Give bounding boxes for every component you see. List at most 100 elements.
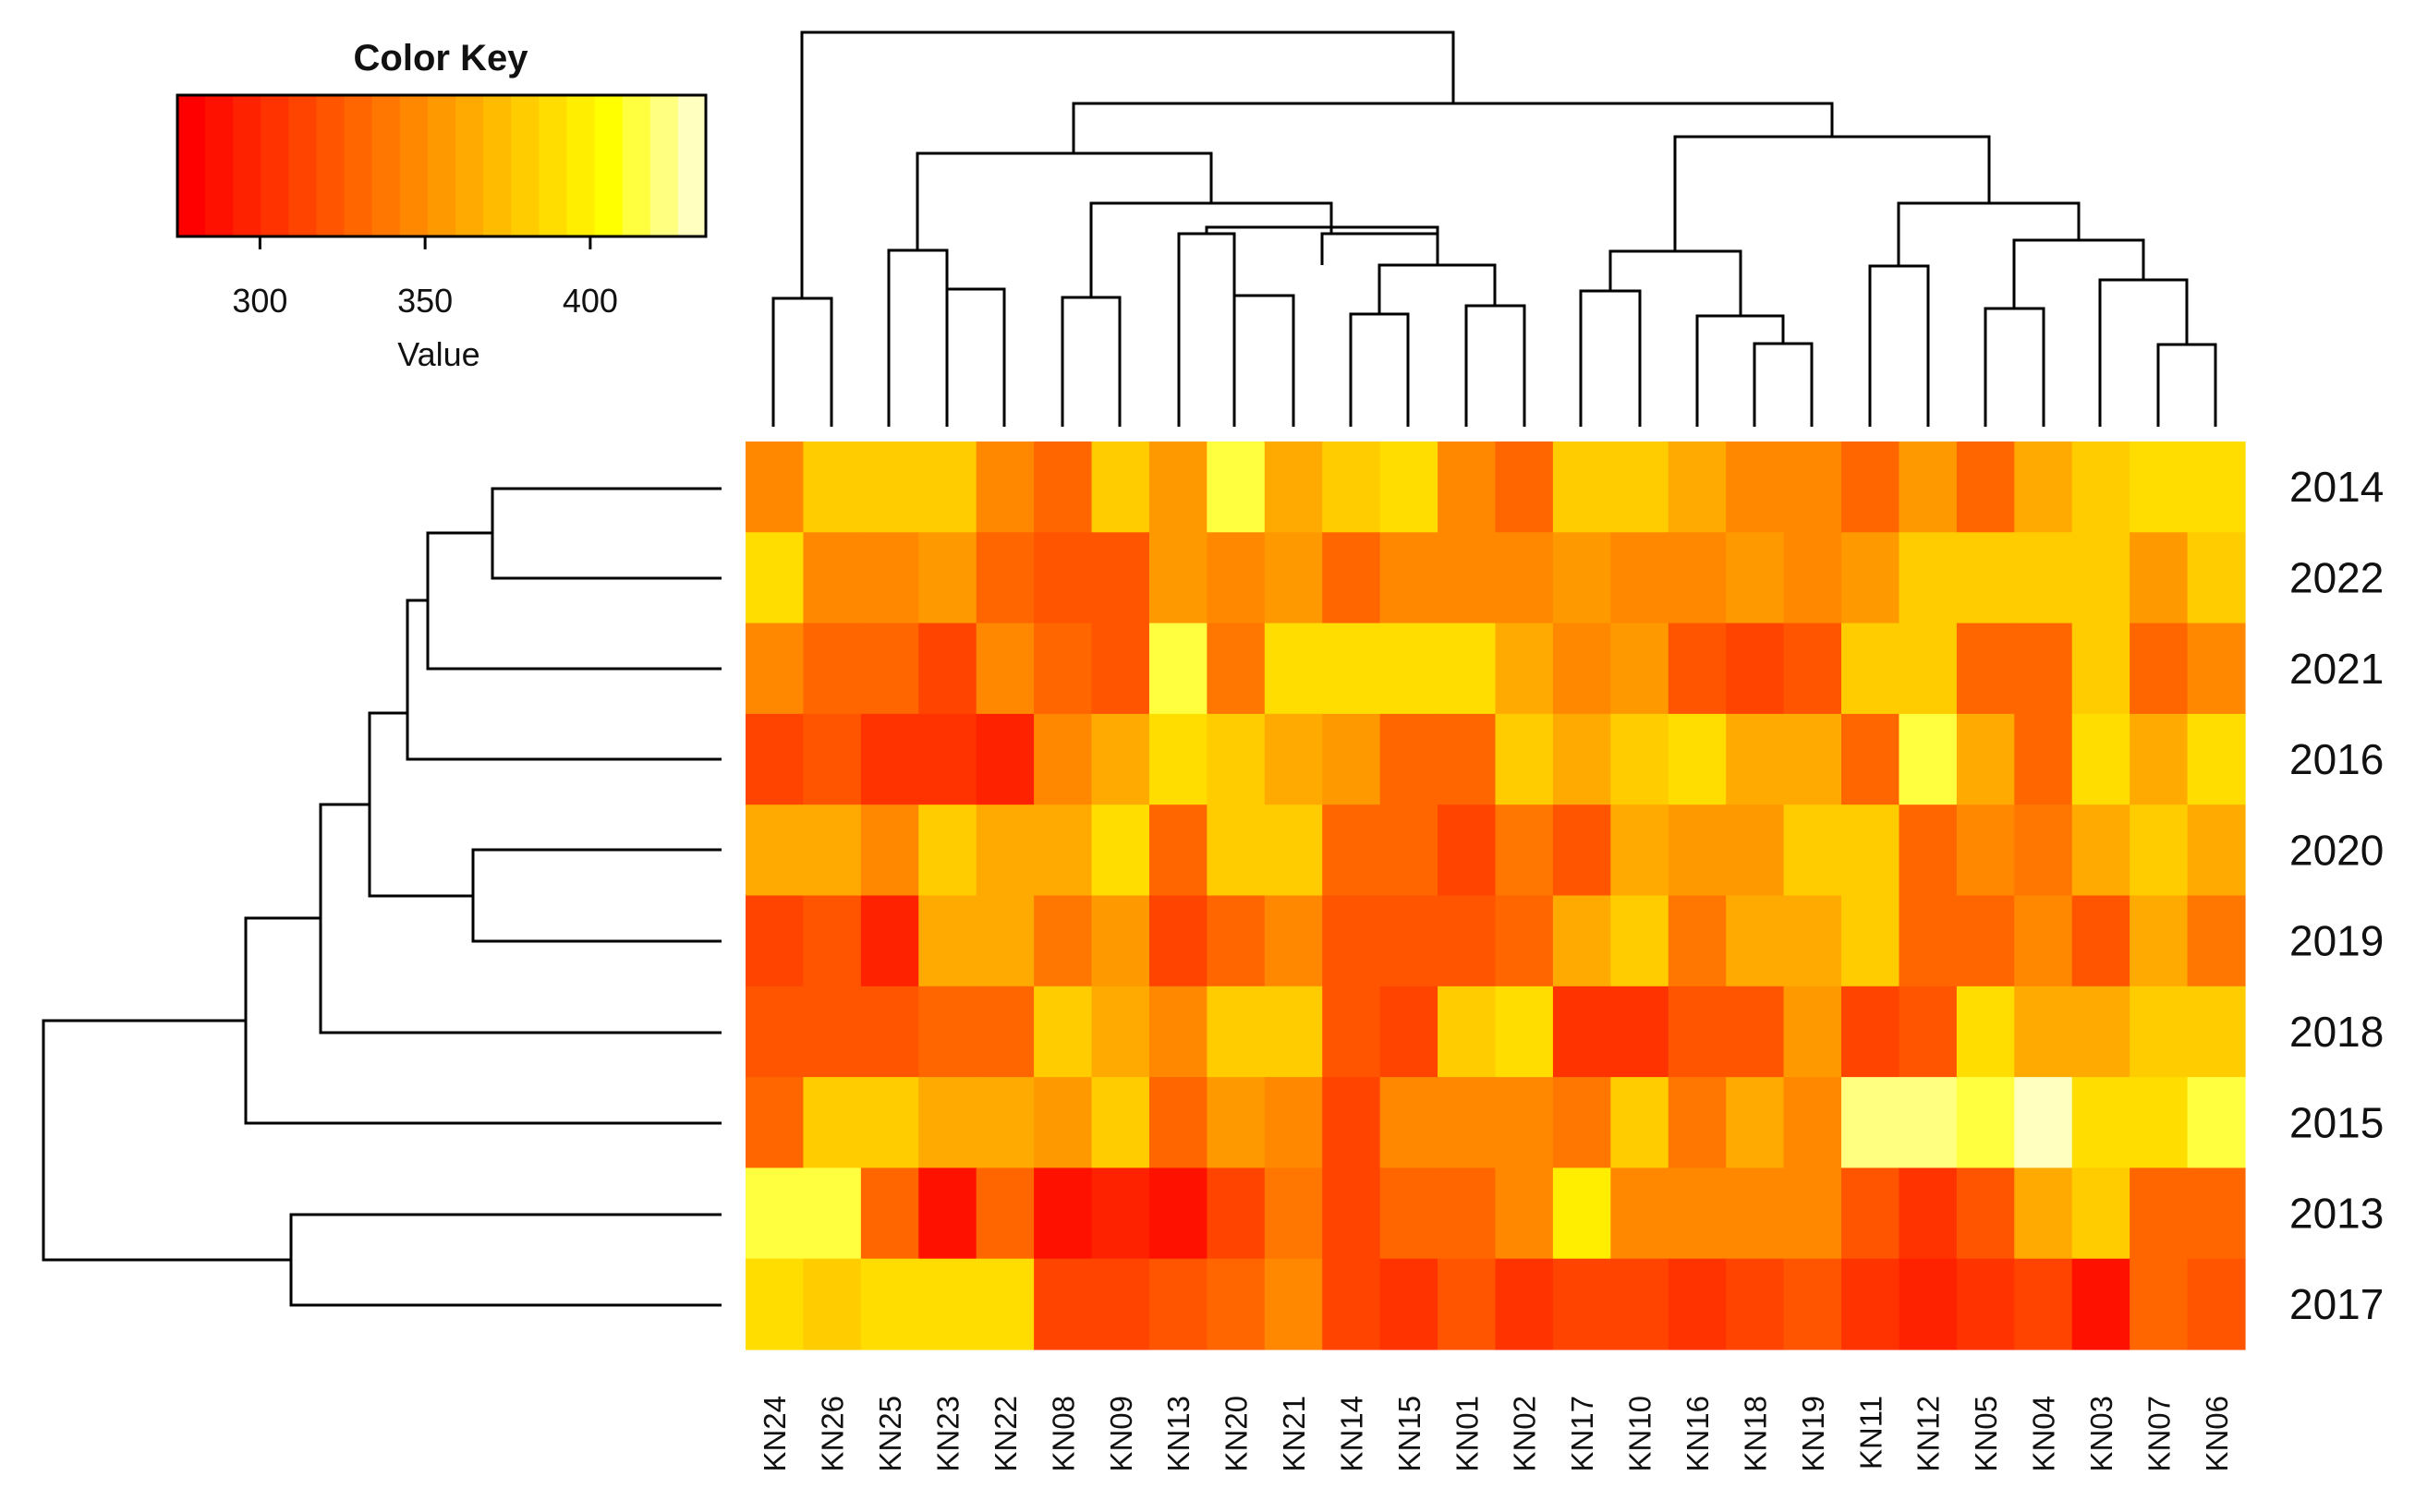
heatmap-cell xyxy=(1148,713,1208,805)
heatmap-cell xyxy=(1034,1258,1093,1350)
heatmap-cell xyxy=(976,986,1035,1078)
column-label: KN08 xyxy=(1046,1396,1080,1472)
heatmap-cell xyxy=(1495,804,1554,897)
heatmap-cell xyxy=(1379,442,1438,533)
heatmap-cell xyxy=(2187,713,2246,805)
heatmap-cell xyxy=(1668,532,1727,624)
column-label: KN16 xyxy=(1681,1396,1715,1472)
color-key-frame xyxy=(176,93,708,238)
column-label: KN19 xyxy=(1796,1396,1830,1472)
column-label: KN06 xyxy=(2200,1396,2234,1472)
heatmap-cell xyxy=(1322,804,1381,897)
heatmap-cell xyxy=(746,1167,805,1260)
heatmap-cell xyxy=(1841,1167,1900,1260)
color-key: Color Key 300 350 400 Value xyxy=(176,38,708,373)
heatmap-cell xyxy=(1552,713,1611,805)
heatmap-cell xyxy=(1148,1167,1208,1260)
color-key-swatch xyxy=(316,95,346,236)
heatmap-cell xyxy=(2130,1077,2189,1168)
heatmap-cell xyxy=(2187,986,2246,1078)
heatmap-cell xyxy=(860,1077,919,1168)
heatmap-cell xyxy=(2130,1258,2189,1350)
heatmap-cell xyxy=(1264,532,1323,624)
heatmap-cell xyxy=(1034,532,1093,624)
heatmap-cell xyxy=(1783,1077,1842,1168)
heatmap-cell xyxy=(1264,986,1323,1078)
heatmap-cell xyxy=(1148,804,1208,897)
heatmap-cell xyxy=(1552,1077,1611,1168)
color-key-tick-label: 300 xyxy=(232,282,287,320)
heatmap-cell xyxy=(2014,986,2073,1078)
heatmap-cell xyxy=(1899,713,1958,805)
heatmap-cell xyxy=(1495,532,1554,624)
column-label: KN13 xyxy=(1161,1396,1195,1472)
heatmap-cell xyxy=(1899,1077,1958,1168)
color-key-title: Color Key xyxy=(354,38,529,79)
heatmap-cell xyxy=(1552,804,1611,897)
heatmap-cell xyxy=(1956,623,2015,715)
heatmap-cell xyxy=(1495,895,1554,987)
heatmap-cell xyxy=(1841,442,1900,533)
color-key-swatch xyxy=(511,95,540,236)
heatmap-cell xyxy=(746,532,805,624)
heatmap-cell xyxy=(1899,442,1958,533)
column-label: KN23 xyxy=(930,1396,965,1472)
row-label: 2018 xyxy=(2289,1008,2384,1056)
heatmap-cell xyxy=(2130,1167,2189,1260)
heatmap-cell xyxy=(1841,623,1900,715)
heatmap-cell xyxy=(1207,1167,1266,1260)
heatmap-cell xyxy=(1034,895,1093,987)
heatmap-cell xyxy=(746,986,805,1078)
heatmap-cell xyxy=(1610,442,1669,533)
heatmap-cell xyxy=(1841,1077,1900,1168)
row-label: 2015 xyxy=(2289,1098,2384,1146)
heatmap-cell xyxy=(1495,623,1554,715)
heatmap-cell xyxy=(918,1167,977,1260)
heatmap-cell xyxy=(1726,623,1785,715)
heatmap-cell xyxy=(1610,713,1669,805)
heatmap-cell xyxy=(976,1258,1035,1350)
heatmap-cell xyxy=(1264,804,1323,897)
column-dendrogram xyxy=(771,30,2217,427)
heatmap-cell xyxy=(1668,713,1727,805)
row-labels: 2014 2022 2021 2016 2020 2019 2018 2015 2013 2017 xyxy=(2289,463,2384,1328)
heatmap-cell xyxy=(1438,1167,1497,1260)
heatmap-cell xyxy=(1841,532,1900,624)
heatmap-cell xyxy=(1322,623,1381,715)
heatmap-cell xyxy=(1726,986,1785,1078)
color-key-swatch xyxy=(539,95,568,236)
column-label: KN03 xyxy=(2084,1396,2118,1472)
heatmap-cell xyxy=(1726,1167,1785,1260)
heatmap-cell xyxy=(1610,1167,1669,1260)
heatmap-cell xyxy=(1379,895,1438,987)
heatmap-cell xyxy=(1148,623,1208,715)
heatmap-cell xyxy=(1668,986,1727,1078)
heatmap-cell xyxy=(1726,442,1785,533)
heatmap-cell xyxy=(1091,713,1150,805)
heatmap-cell xyxy=(2130,532,2189,624)
heatmap-cell xyxy=(860,713,919,805)
column-label: KN17 xyxy=(1565,1396,1599,1472)
column-labels: KN24 KN26 KN25 KN23 KN22 KN08 KN09 KN13 KN20 KN21… xyxy=(758,1396,2234,1472)
heatmap-cell xyxy=(1034,442,1093,533)
color-key-tick-label: 400 xyxy=(563,282,618,320)
heatmap-cell xyxy=(1610,1077,1669,1168)
heatmap-cell xyxy=(1783,804,1842,897)
heatmap-cell xyxy=(1264,1258,1323,1350)
heatmap-cell xyxy=(1379,1258,1438,1350)
heatmap-cell xyxy=(2130,623,2189,715)
heatmap-cell xyxy=(1726,713,1785,805)
heatmap-cell xyxy=(1841,986,1900,1078)
heatmap-cell xyxy=(1322,442,1381,533)
heatmap-cell xyxy=(2071,623,2130,715)
column-label: KN07 xyxy=(2142,1396,2176,1472)
heatmap-cell xyxy=(1207,1258,1266,1350)
heatmap-cell xyxy=(803,623,862,715)
heatmap-cell xyxy=(1956,1167,2015,1260)
column-label: KN02 xyxy=(1508,1396,1542,1472)
heatmap-cell xyxy=(1956,532,2015,624)
heatmap-cell xyxy=(1783,1258,1842,1350)
row-label: 2021 xyxy=(2289,645,2384,693)
color-key-swatch xyxy=(177,95,206,236)
heatmap-cell xyxy=(1899,986,1958,1078)
